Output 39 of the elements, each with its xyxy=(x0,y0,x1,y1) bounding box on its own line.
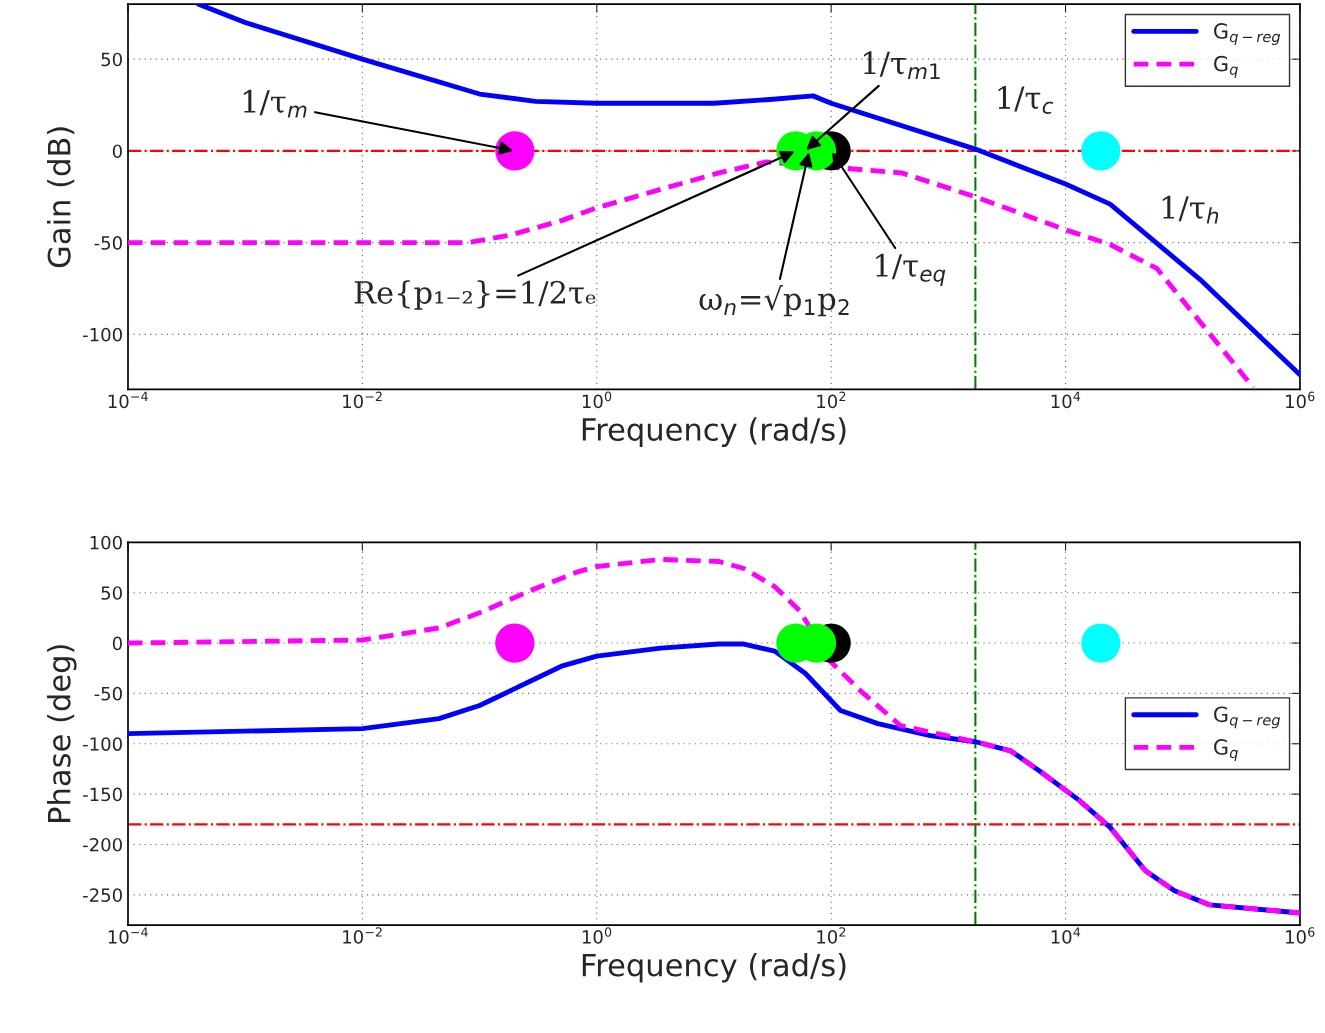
x-tick-label: 10$^{0}$ xyxy=(582,391,612,409)
y-tick-label: -50 xyxy=(94,686,122,701)
legend-label: G$_{q−reg}$ xyxy=(1214,23,1281,45)
y-tick-label: -250 xyxy=(83,888,122,902)
legend-label: G$_{q−reg}$ xyxy=(1214,706,1281,729)
x-tick-label: 10$^{−4}$ xyxy=(108,391,148,409)
y-axis-title: Phase (deg) xyxy=(47,645,77,822)
annotation: Re{p₁₋₂}=1/2τₑ xyxy=(354,280,596,310)
x-tick-label: 10$^{−4}$ xyxy=(108,927,148,944)
y-tick-label: -100 xyxy=(83,327,122,342)
annotation: ω$_{n}$=√p$_{1}$p$_{2}$ xyxy=(699,285,849,317)
y-tick-label: -50 xyxy=(94,236,122,250)
y-tick-label: -200 xyxy=(83,837,122,852)
y-tick-label: -150 xyxy=(83,787,122,802)
x-tick-label: 10$^{6}$ xyxy=(1286,391,1315,409)
y-tick-label: 0 xyxy=(112,144,122,159)
x-tick-label: 10$^{4}$ xyxy=(1051,927,1081,944)
x-tick-label: 10$^{0}$ xyxy=(582,927,612,944)
x-tick-label: 10$^{−2}$ xyxy=(343,391,382,409)
annotation: 1/τ$_{m1}$ xyxy=(863,51,940,79)
y-tick-label: 0 xyxy=(112,636,122,651)
y-tick-label: 50 xyxy=(101,52,122,67)
annotation: 1/τ$_{eq}$ xyxy=(876,253,946,286)
annotation: 1/τ$_{m}$ xyxy=(243,89,307,118)
x-axis-title: Frequency (rad/s) xyxy=(582,417,846,447)
x-tick-label: 10$^{2}$ xyxy=(817,927,846,944)
annotation: 1/τ$_{h}$ xyxy=(1162,195,1219,224)
x-tick-label: 10$^{2}$ xyxy=(817,391,846,409)
x-axis-title: Frequency (rad/s) xyxy=(582,952,846,983)
y-tick-label: 50 xyxy=(101,586,122,600)
x-tick-label: 10$^{6}$ xyxy=(1286,927,1315,944)
y-axis-title: Gain (dB) xyxy=(47,127,75,268)
y-tick-label: -100 xyxy=(83,737,122,751)
annotation: 1/τ$_{c}$ xyxy=(998,85,1054,114)
legend-label: G$_{q}$ xyxy=(1214,55,1238,78)
x-tick-label: 10$^{4}$ xyxy=(1051,391,1081,409)
legend-label: G$_{q}$ xyxy=(1214,739,1238,761)
y-tick-label: 100 xyxy=(90,535,122,550)
x-tick-label: 10$^{−2}$ xyxy=(343,927,382,944)
